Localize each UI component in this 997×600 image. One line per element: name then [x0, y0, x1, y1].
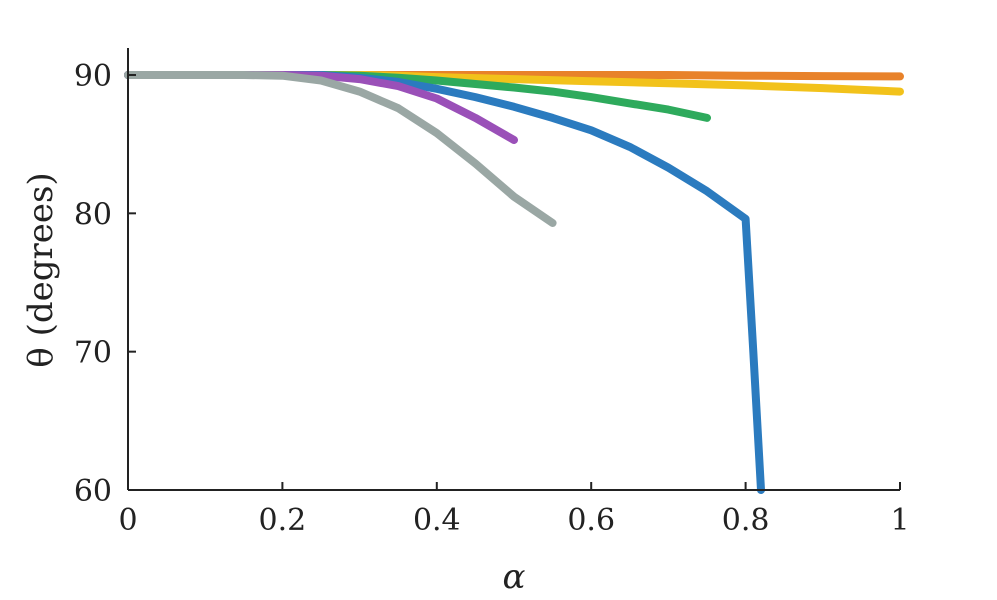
- y-axis-label: θ (degrees): [21, 172, 61, 367]
- y-tick-label: 60: [74, 474, 112, 509]
- x-axis-label: α: [503, 557, 526, 597]
- x-tick-label: 0.8: [722, 503, 770, 538]
- series-line-6: [124, 71, 557, 227]
- x-tick-label: 0.4: [413, 503, 461, 538]
- x-tick-label: 1: [890, 503, 909, 538]
- x-tick-label: 0.6: [567, 503, 615, 538]
- x-tick-label: 0.2: [259, 503, 307, 538]
- y-tick-label: 90: [74, 59, 112, 94]
- series-layer: [124, 71, 904, 494]
- y-tick-label: 70: [74, 336, 112, 371]
- x-tick-label: 0: [118, 503, 137, 538]
- x-axis-ticks: 0 0.2 0.4 0.6 0.8 1: [118, 482, 910, 538]
- y-tick-label: 80: [74, 197, 112, 232]
- y-axis-ticks: 60 70 80 90: [74, 59, 136, 509]
